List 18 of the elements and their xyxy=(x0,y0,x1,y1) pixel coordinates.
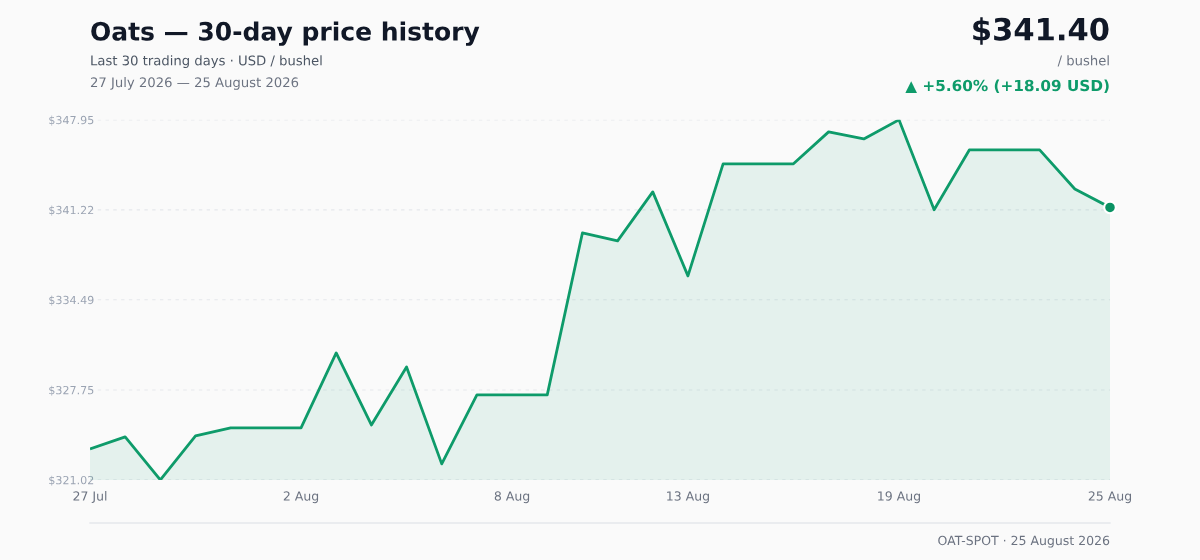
text: OAT-SPOT · 25 August 2026 xyxy=(938,535,1110,548)
y-tick-label: $327.75 xyxy=(49,385,94,396)
x-tick-label: 13 Aug xyxy=(667,491,709,504)
y-tick-label: $341.22 xyxy=(49,205,94,216)
y-tick-label: $321.02 xyxy=(49,475,94,486)
chart-title: Oats — 30-day price history xyxy=(91,21,480,46)
x-tick-label: 8 Aug xyxy=(494,491,530,504)
x-tick-label: 2 Aug xyxy=(283,491,319,504)
x-tick-label: 27 Jul xyxy=(73,491,107,504)
text: $341.40 xyxy=(973,17,1109,45)
x-tick-label: 25 Aug xyxy=(1088,491,1132,504)
x-tick-label: 19 Aug xyxy=(878,491,920,504)
text: / bushel xyxy=(1057,55,1109,67)
y-tick-label: $347.95 xyxy=(49,115,94,126)
chart-subtitle: Last 30 trading days · USD / bushel xyxy=(91,55,322,68)
text: 27 July 2026 — 25 August 2026 xyxy=(90,77,299,90)
text: ▲ +5.60% (+18.09 USD) xyxy=(905,79,1109,94)
y-tick-label: $334.49 xyxy=(49,295,94,306)
